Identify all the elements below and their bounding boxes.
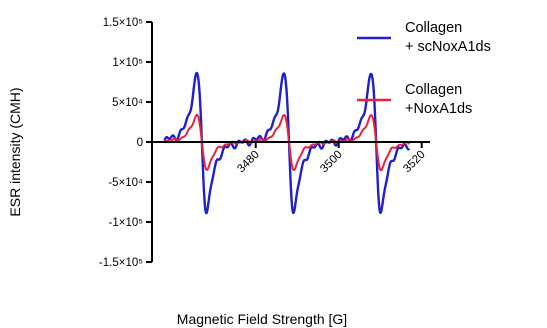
x-axis-title: Magnetic Field Strength [G] (177, 311, 347, 327)
y-tick-label: -5×10⁴ (108, 177, 143, 189)
series-line-noxa1ds (163, 113, 410, 172)
x-tick-label: 3480 (235, 149, 262, 176)
legend-label: Collagen (405, 20, 462, 36)
legend-label: Collagen (405, 82, 462, 98)
legend-label: +NoxA1ds (405, 101, 472, 117)
legend: Collagen + scNoxA1ds Collagen +NoxA1ds (357, 20, 491, 117)
y-tick-label: 1.5×10⁵ (103, 17, 143, 29)
y-tick-label: -1.5×10⁵ (99, 257, 143, 269)
y-tick-label: 5×10⁴ (112, 97, 143, 109)
x-tick-label: 3500 (318, 149, 345, 176)
legend-label: + scNoxA1ds (405, 39, 491, 55)
x-tick-label: 3520 (401, 149, 428, 176)
y-axis-title: ESR intensity (CMH) (7, 87, 23, 216)
axes (151, 22, 430, 262)
series-layer (163, 71, 411, 215)
y-ticks: 1.5×10⁵ 1×10⁵ 5×10⁴ 0 -5×10⁴ -1×10⁵ -1.5×10⁵ (99, 17, 152, 269)
y-tick-label: -1×10⁵ (109, 217, 144, 229)
series-line-scnoxa1ds (163, 71, 411, 215)
y-tick-label: 0 (137, 137, 143, 149)
y-tick-label: 1×10⁵ (112, 57, 143, 69)
